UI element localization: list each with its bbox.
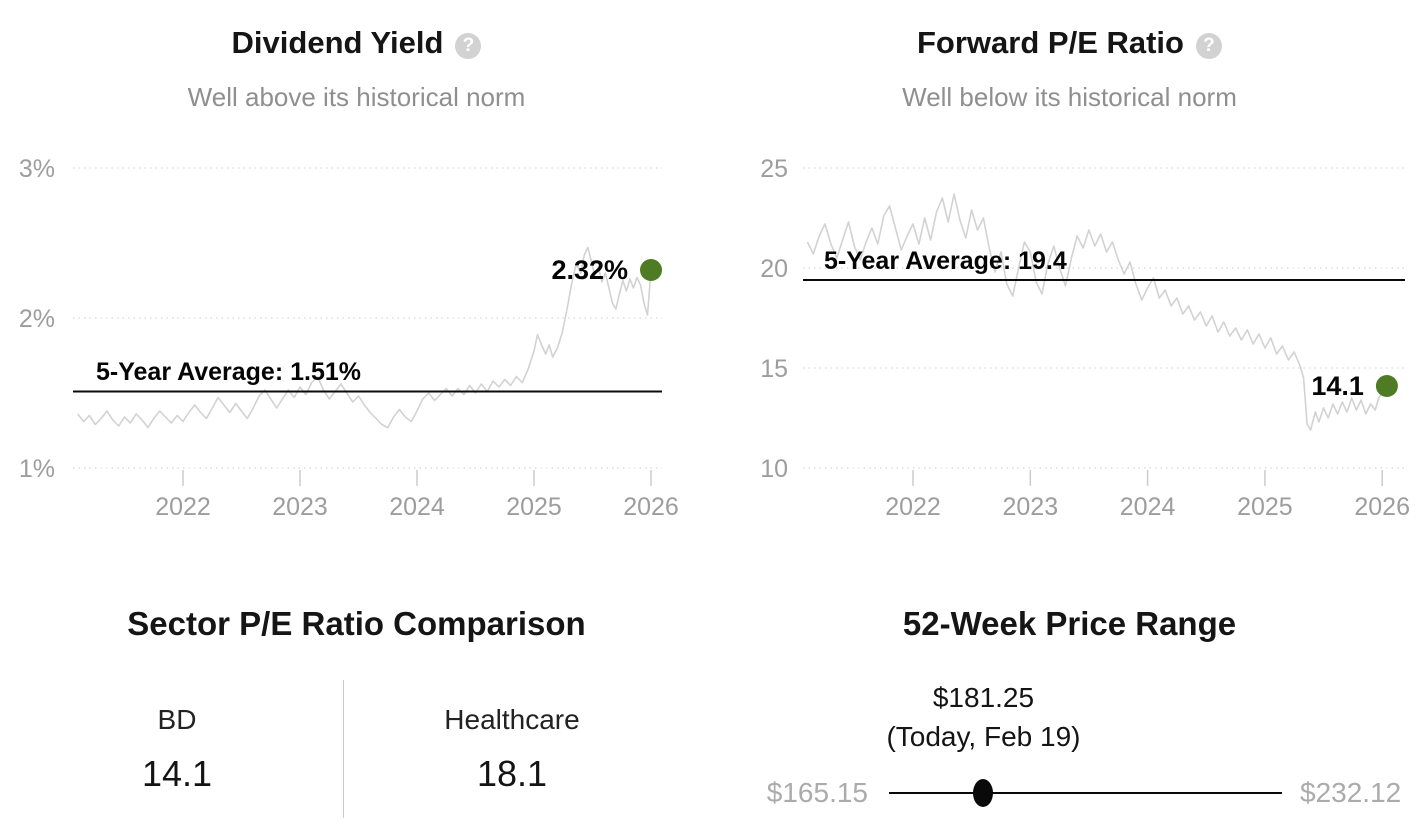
current-price-label: $181.25 [932, 682, 1035, 713]
x-tick-label: 2022 [155, 493, 211, 521]
forward-pe-subtitle: Well below its historical norm [902, 82, 1237, 112]
x-tick-label: 2024 [1120, 493, 1176, 521]
price-range-title: 52-Week Price Range [902, 605, 1237, 642]
dividend-yield-header: Dividend Yield ? Well above its historic… [0, 24, 713, 112]
forward-pe-header: Forward P/E Ratio ? Well below its histo… [713, 24, 1426, 112]
forward-pe-title: Forward P/E Ratio [917, 25, 1184, 60]
help-icon[interactable]: ? [1195, 33, 1222, 59]
x-tick-label: 2026 [623, 493, 679, 521]
comparison-value: 14.1 [141, 753, 213, 794]
dividend-yield-title: Dividend Yield [231, 25, 444, 60]
y-tick-label: 1% [19, 455, 55, 483]
forward-pe-panel: Forward P/E Ratio ? Well below its histo… [713, 0, 1426, 560]
comparison-column-healthcare: Healthcare 18.1 [362, 704, 662, 796]
range-high-label: $232.12 [1300, 777, 1402, 808]
current-value-dot [1375, 375, 1398, 397]
series-line [77, 246, 652, 429]
current-price-date: (Today, Feb 19) [886, 721, 1081, 752]
dividend-yield-chart: 3% 2% 1% 2022 2023 2024 2025 2026 5-Year Average… [19, 155, 679, 521]
series-line [806, 193, 1388, 431]
dividend-yield-title-row: Dividend Yield ? [232, 24, 482, 62]
help-icon[interactable]: ? [455, 33, 482, 59]
price-range-marker[interactable] [973, 779, 994, 807]
comparison-label: BD [157, 704, 197, 735]
average-label: 5-Year Average: 1.51% [96, 358, 361, 386]
y-tick-label: 25 [760, 155, 788, 183]
dividend-yield-subtitle: Well above its historical norm [187, 82, 526, 112]
current-value-dot [640, 259, 662, 281]
x-tick-label: 2023 [272, 493, 328, 521]
price-range-panel: 52-Week Price Range $181.25 (Today, Feb … [713, 560, 1426, 840]
average-label: 5-Year Average: 19.4 [824, 247, 1067, 275]
range-low-label: $165.15 [766, 777, 868, 808]
forward-pe-title-row: Forward P/E Ratio ? [917, 24, 1222, 62]
sector-comparison-title: Sector P/E Ratio Comparison [127, 605, 586, 642]
dividend-yield-panel: Dividend Yield ? Well above its historic… [0, 0, 713, 560]
x-tick-label: 2024 [389, 493, 445, 521]
y-tick-label: 3% [19, 155, 55, 183]
y-tick-label: 20 [760, 255, 788, 283]
sector-comparison-panel: Sector P/E Ratio Comparison BD 14.1 Heal… [0, 560, 713, 840]
comparison-column-bd: BD 14.1 [27, 704, 327, 796]
comparison-value: 18.1 [476, 753, 548, 794]
y-tick-label: 15 [760, 355, 788, 383]
comparison-label: Healthcare [444, 704, 580, 735]
x-tick-label: 2026 [1354, 493, 1410, 521]
column-divider [343, 680, 344, 818]
y-tick-label: 10 [760, 455, 788, 483]
current-value-label: 2.32% [551, 255, 628, 285]
x-tick-label: 2025 [1237, 493, 1293, 521]
current-value-label: 14.1 [1311, 371, 1364, 401]
x-tick-label: 2023 [1002, 493, 1058, 521]
y-tick-label: 2% [19, 305, 55, 333]
x-tick-label: 2022 [885, 493, 941, 521]
x-tick-label: 2025 [506, 493, 562, 521]
forward-pe-chart: 25 20 15 10 2022 2023 2024 2025 2026 5-Year Avera… [760, 155, 1410, 521]
price-range-track [889, 792, 1282, 794]
